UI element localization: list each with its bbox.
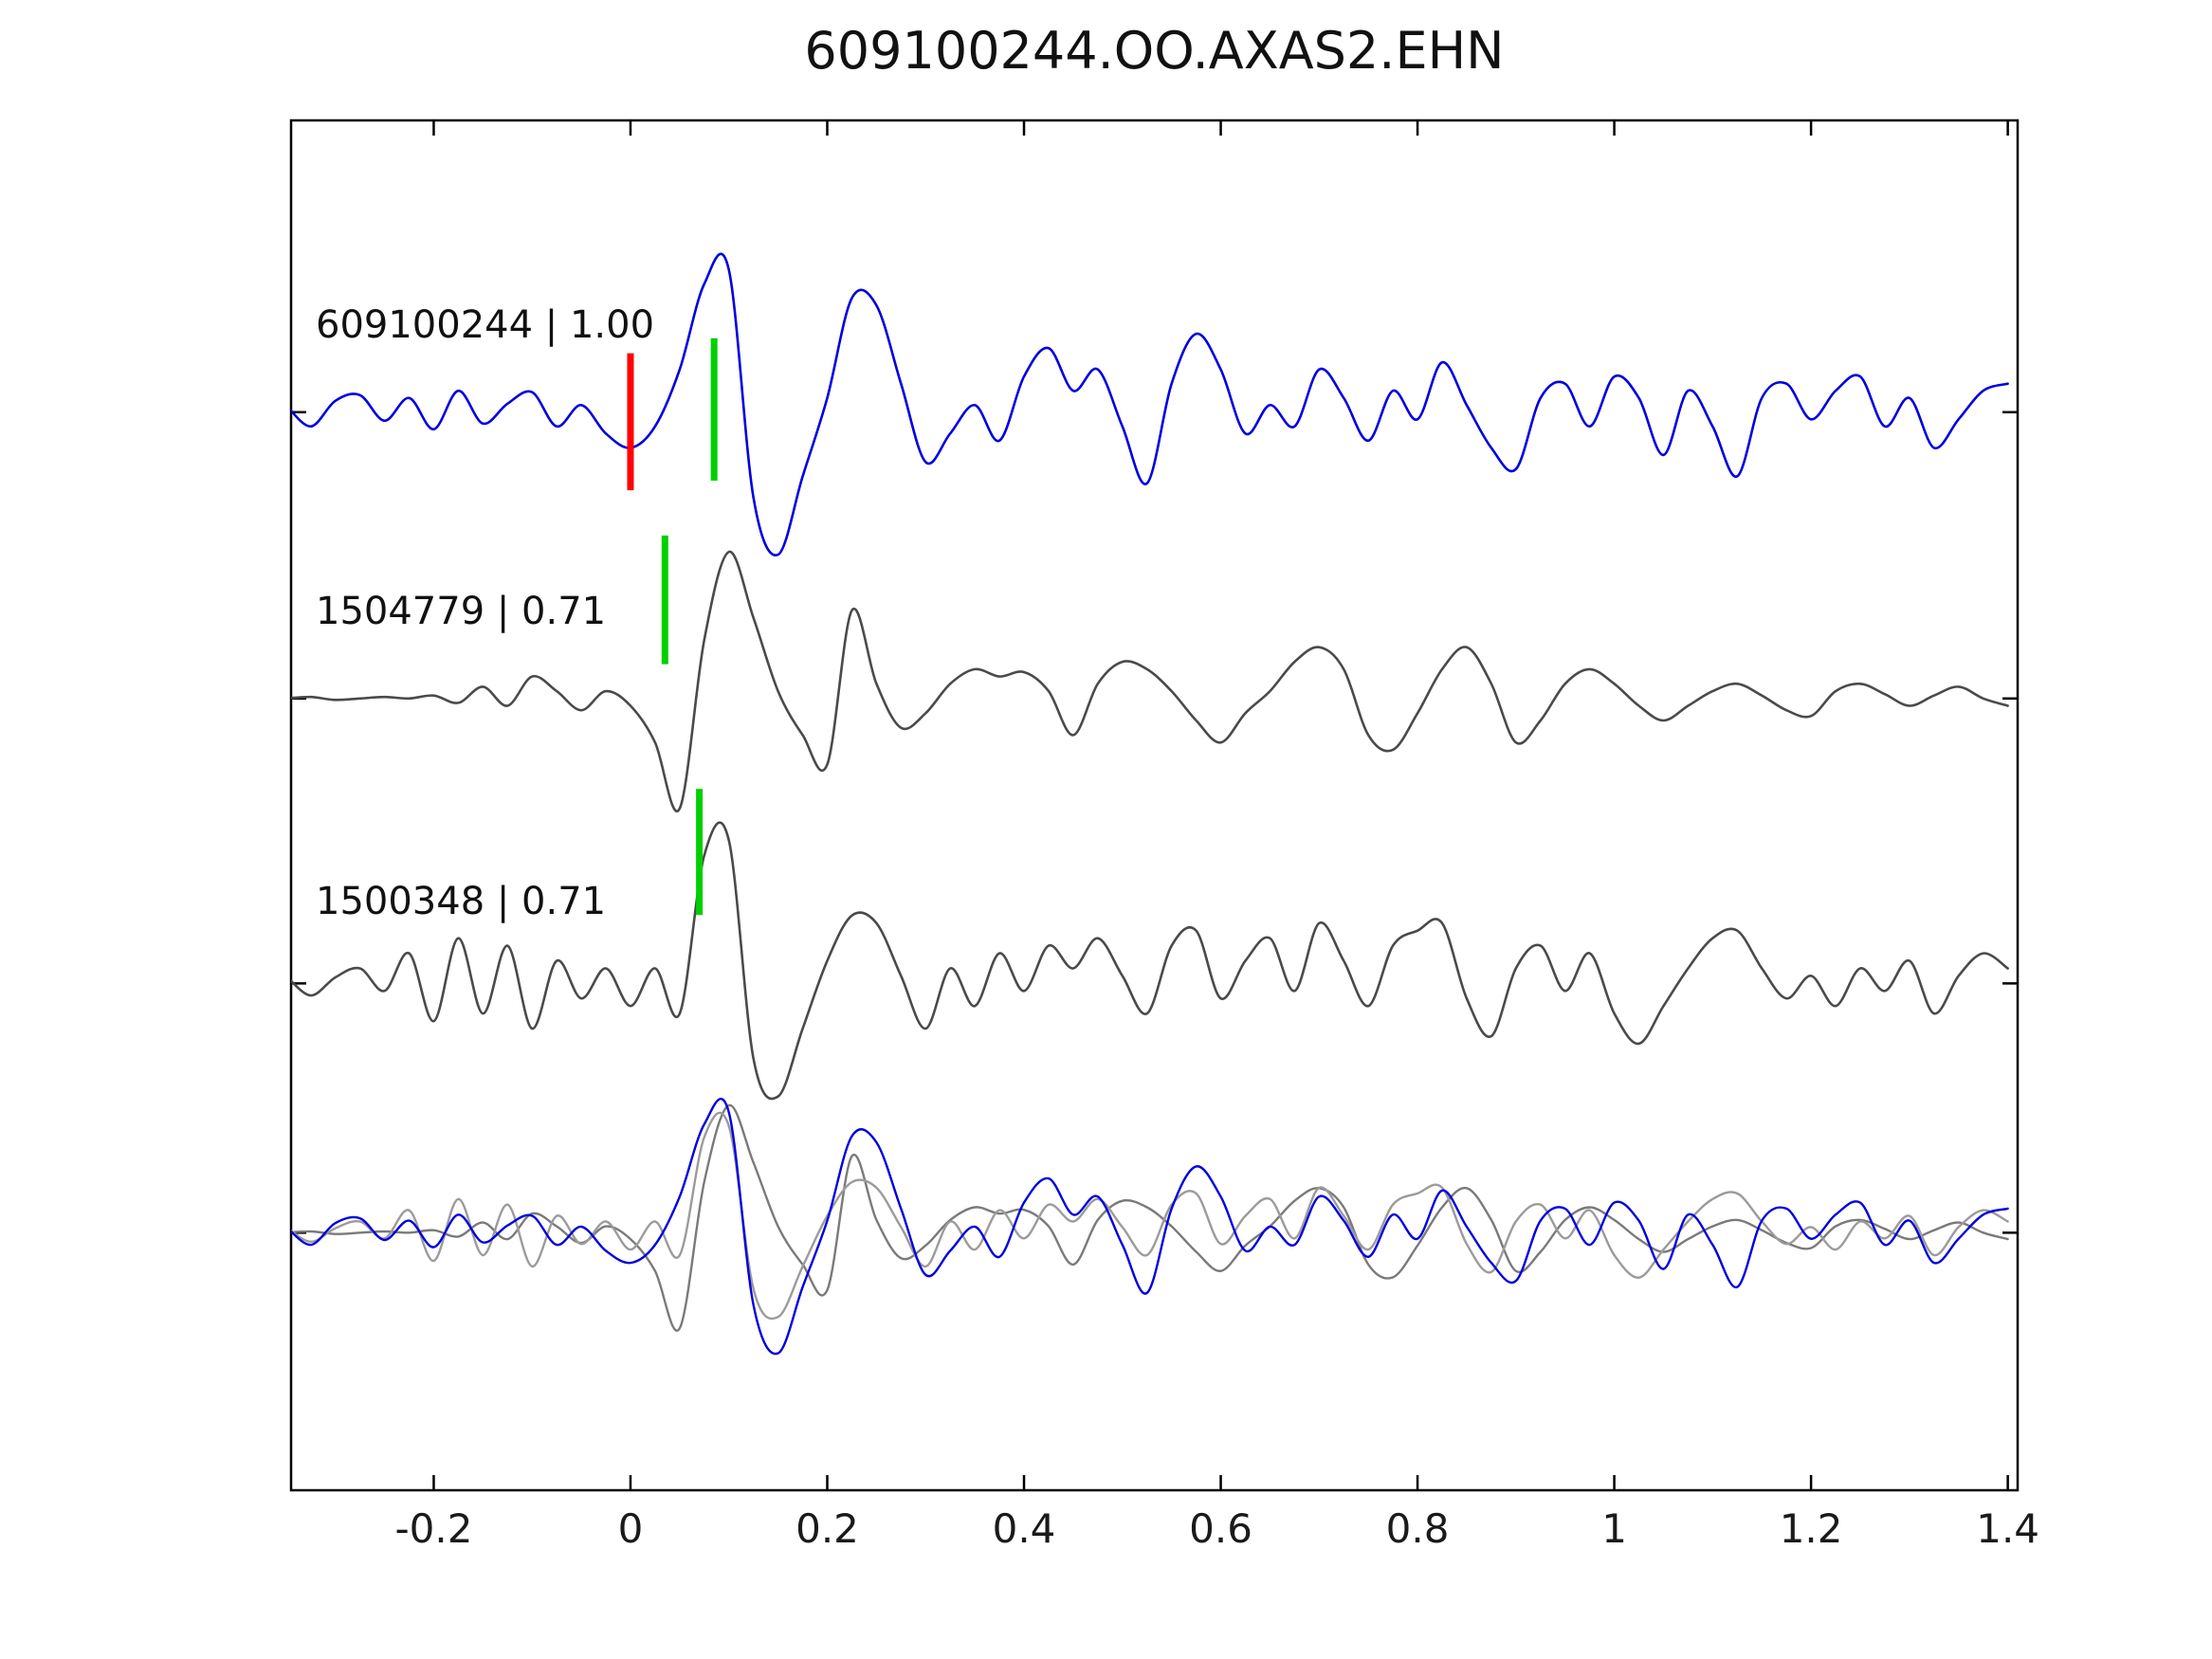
trace-label-template-1: 1504779 | 0.71: [316, 590, 607, 633]
trace-label-detection: 609100244 | 1.00: [316, 303, 655, 347]
trace-label-template-2: 1500348 | 0.71: [316, 880, 607, 923]
x-tick-label: 1: [1601, 1505, 1627, 1552]
trace-line-overlay-609100244: [291, 1097, 2009, 1356]
x-tick-label: 0.2: [795, 1505, 859, 1552]
plot-border: [289, 118, 2020, 1492]
traces-group: [291, 252, 2009, 1356]
x-tick-label: -0.2: [394, 1505, 472, 1552]
trace-line-609100244: [291, 252, 2009, 556]
trace-line-overlay-1504779: [291, 1103, 2009, 1332]
trace-line-overlay-1500348: [291, 1111, 2009, 1321]
x-tick-label: 0.8: [1386, 1505, 1450, 1552]
trace-line-1504779: [291, 550, 2009, 812]
x-tick-label: 0.6: [1189, 1505, 1252, 1552]
x-tick-label: 0: [618, 1505, 644, 1552]
x-tick-label: 0.4: [993, 1505, 1056, 1552]
x-tick-label: 1.4: [1976, 1505, 2039, 1552]
x-tick-label: 1.2: [1780, 1505, 1843, 1552]
figure-title: 609100244.OO.AXAS2.EHN: [804, 21, 1505, 81]
trace-line-1500348: [291, 821, 2009, 1101]
